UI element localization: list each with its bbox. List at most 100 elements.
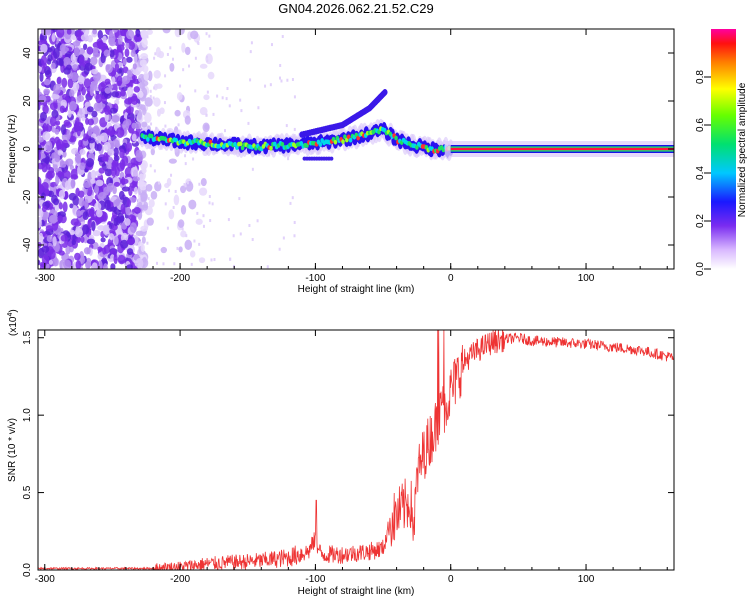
noise-blob bbox=[48, 190, 55, 198]
spectrogram-y-label: Frequency (Hz) bbox=[7, 115, 18, 184]
noise-speck bbox=[182, 68, 185, 72]
noise-speck bbox=[209, 47, 212, 51]
noise-blob bbox=[76, 125, 81, 137]
colorbar-label: Normalized spectral amplitude bbox=[737, 82, 748, 217]
x-tick-label: -100 bbox=[305, 574, 325, 585]
noise-blob bbox=[126, 248, 134, 255]
noise-blob bbox=[116, 212, 125, 224]
x-tick-label: 100 bbox=[578, 273, 595, 284]
ridge-core bbox=[280, 141, 285, 147]
noise-blob bbox=[180, 205, 187, 215]
noise-blob bbox=[169, 62, 175, 72]
noise-blob bbox=[141, 121, 148, 128]
noise-blob bbox=[45, 225, 53, 232]
noise-blob bbox=[108, 37, 115, 45]
noise-blob bbox=[103, 141, 111, 152]
noise-blob bbox=[41, 181, 49, 190]
noise-blob bbox=[150, 190, 158, 200]
noise-blob bbox=[78, 197, 85, 207]
noise-blob bbox=[66, 129, 71, 140]
noise-blob bbox=[124, 218, 131, 226]
noise-speck bbox=[163, 101, 166, 105]
noise-blob bbox=[116, 127, 125, 138]
noise-speck bbox=[293, 220, 296, 224]
noise-speck bbox=[250, 41, 253, 45]
noise-blob bbox=[111, 115, 120, 123]
noise-blob bbox=[78, 139, 83, 148]
noise-blob bbox=[90, 83, 95, 89]
colorbar-tick-label: 0.4 bbox=[695, 166, 706, 180]
noise-speck bbox=[206, 90, 209, 94]
noise-blob bbox=[70, 53, 76, 62]
noise-blob bbox=[109, 30, 114, 38]
noise-blob bbox=[181, 42, 186, 53]
noise-speck bbox=[206, 59, 209, 63]
spectrogram-x-label: Height of straight line (km) bbox=[298, 284, 415, 295]
noise-blob bbox=[155, 46, 161, 58]
noise-blob bbox=[86, 238, 96, 245]
noise-speck bbox=[169, 46, 172, 50]
noise-speck bbox=[196, 211, 199, 215]
noise-blob bbox=[51, 93, 60, 100]
noise-blob bbox=[109, 228, 116, 235]
x-tick-label: -300 bbox=[35, 273, 55, 284]
noise-blob bbox=[140, 53, 149, 60]
noise-speck bbox=[269, 83, 272, 87]
noise-speck bbox=[257, 106, 260, 110]
noise-blob bbox=[174, 109, 181, 117]
spectrogram-x-ticks: -300 -200 -100 0 100 bbox=[35, 29, 668, 284]
noise-blob bbox=[100, 237, 106, 243]
noise-blob bbox=[108, 233, 115, 241]
noise-speck bbox=[162, 262, 165, 266]
noise-blob bbox=[58, 59, 64, 67]
noise-blob bbox=[125, 141, 133, 153]
noise-speck bbox=[172, 205, 175, 209]
noise-blob bbox=[92, 229, 101, 237]
noise-blob bbox=[184, 115, 191, 125]
noise-blob bbox=[135, 152, 144, 162]
ridge-core bbox=[346, 134, 351, 140]
ridge-core bbox=[415, 144, 419, 150]
noise-speck bbox=[270, 43, 273, 47]
noise-speck bbox=[209, 219, 212, 223]
ridge-core bbox=[333, 139, 338, 145]
noise-blob bbox=[120, 239, 129, 249]
noise-blob bbox=[38, 88, 41, 96]
noise-speck bbox=[280, 79, 283, 83]
y-tick-label: 1.0 bbox=[22, 408, 33, 422]
snr-series bbox=[38, 330, 674, 570]
noise-blob bbox=[104, 168, 113, 177]
noise-blob bbox=[59, 44, 66, 52]
noise-blob bbox=[80, 236, 85, 244]
ridge-core bbox=[356, 135, 360, 141]
noise-blob bbox=[52, 236, 57, 247]
noise-blob bbox=[153, 69, 161, 79]
noise-blob bbox=[132, 176, 140, 182]
noise-speck bbox=[239, 232, 242, 236]
noise-blob bbox=[113, 155, 120, 162]
noise-blob bbox=[110, 263, 116, 269]
noise-blob bbox=[106, 161, 112, 170]
noise-blob bbox=[173, 194, 180, 206]
noise-blob bbox=[111, 76, 116, 85]
noise-speck bbox=[210, 258, 213, 262]
noise-speck bbox=[229, 257, 232, 261]
noise-blob bbox=[86, 106, 94, 113]
noise-blob bbox=[92, 29, 98, 35]
noise-blob bbox=[97, 30, 103, 40]
noise-speck bbox=[202, 224, 205, 228]
ridge-core bbox=[377, 129, 381, 135]
noise-speck bbox=[238, 197, 241, 201]
noise-blob bbox=[147, 70, 153, 82]
noise-blob bbox=[89, 206, 95, 218]
noise-speck bbox=[152, 96, 155, 100]
noise-blob bbox=[130, 166, 139, 178]
noise-blob bbox=[87, 118, 95, 126]
noise-speck bbox=[285, 124, 288, 128]
noise-blob bbox=[92, 47, 99, 55]
steady-band-core bbox=[450, 147, 674, 151]
noise-blob bbox=[125, 42, 130, 49]
ridge-core bbox=[318, 142, 323, 147]
noise-blob bbox=[52, 257, 59, 267]
noise-speck bbox=[168, 189, 171, 193]
